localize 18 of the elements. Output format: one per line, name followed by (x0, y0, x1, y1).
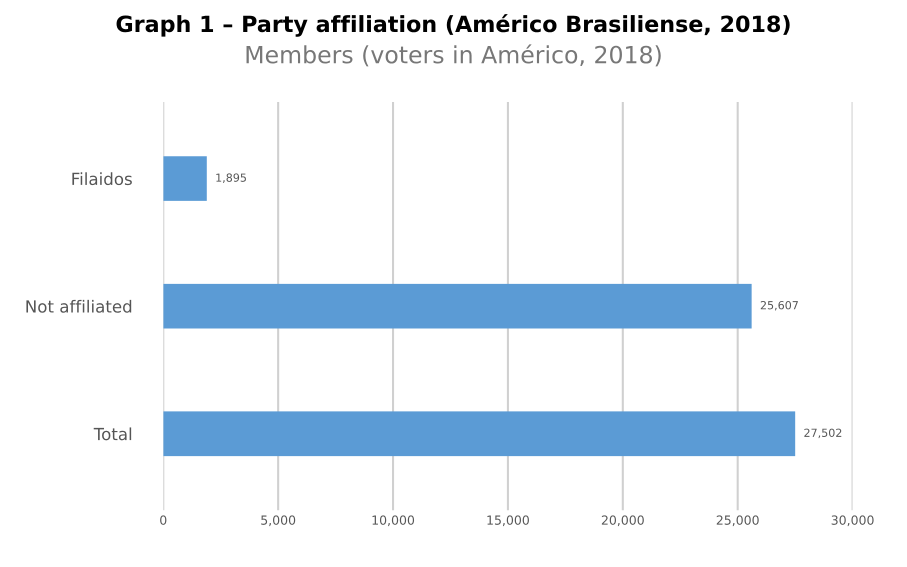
y-tick-label: Total (94, 427, 132, 440)
chart-title: Graph 1 – Party affiliation (Américo Brasiliense, 2018) (116, 14, 790, 37)
bar (163, 156, 207, 201)
x-tick-label: 0 (160, 515, 166, 525)
x-tick-label: 15,000 (487, 515, 529, 526)
data-label: 1,895 (216, 173, 246, 183)
x-tick-label: 20,000 (602, 515, 644, 526)
x-tick-label: 5,000 (261, 515, 296, 526)
y-tick-label: Not affiliated (26, 300, 132, 313)
x-tick-label: 30,000 (832, 515, 874, 526)
data-label: 27,502 (804, 428, 842, 438)
x-tick-label: 10,000 (372, 515, 414, 526)
bar (163, 284, 752, 329)
y-tick-label: Filaidos (72, 172, 132, 186)
bar (163, 411, 796, 456)
data-label: 25,607 (760, 301, 798, 311)
x-tick-label: 25,000 (716, 515, 759, 526)
chart-subtitle: Members (voters in Américo, 2018) (246, 44, 661, 66)
